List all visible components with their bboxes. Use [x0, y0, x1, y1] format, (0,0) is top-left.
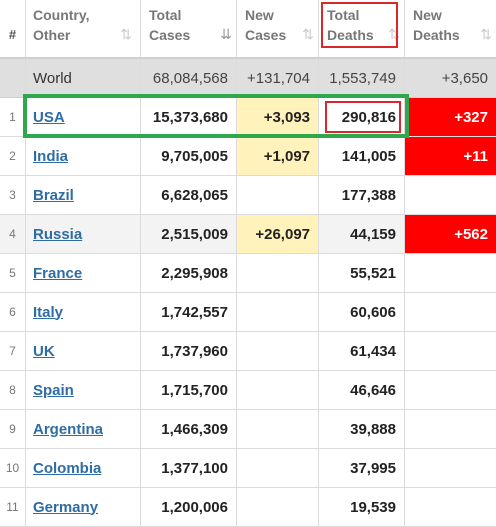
- new-deaths-cell: +11: [405, 137, 496, 175]
- usa-row-highlight: [23, 94, 409, 138]
- country-link[interactable]: UK: [33, 342, 55, 360]
- row-rank: 9: [0, 410, 26, 448]
- new-cases-cell: [237, 371, 319, 409]
- table-row: 7 UK 1,737,960 61,434: [0, 332, 496, 371]
- table-row: 10 Colombia 1,377,100 37,995: [0, 449, 496, 488]
- total-cases-cell: 1,715,700: [141, 371, 237, 409]
- table-row: 5 France 2,295,908 55,521: [0, 254, 496, 293]
- row-rank: 11: [0, 488, 26, 526]
- row-rank: 8: [0, 371, 26, 409]
- country-link[interactable]: Brazil: [33, 186, 74, 204]
- total-cases-cell: 2,515,009: [141, 215, 237, 253]
- total-deaths-cell: 55,521: [319, 254, 405, 292]
- new-deaths-cell: [405, 371, 496, 409]
- total-deaths-cell: 290,816: [319, 98, 405, 136]
- new-deaths-cell: [405, 332, 496, 370]
- country-link[interactable]: USA: [33, 108, 65, 126]
- total-deaths-cell: 61,434: [319, 332, 405, 370]
- table-row: 9 Argentina 1,466,309 39,888: [0, 410, 496, 449]
- country-link[interactable]: Germany: [33, 498, 99, 516]
- table-row: 6 Italy 1,742,557 60,606: [0, 293, 496, 332]
- total-deaths-cell: 177,388: [319, 176, 405, 214]
- new-cases-cell: [237, 176, 319, 214]
- new-cases-cell: [237, 488, 319, 526]
- country-link[interactable]: India: [33, 147, 69, 165]
- country-link[interactable]: Colombia: [33, 459, 102, 477]
- row-rank: 3: [0, 176, 26, 214]
- total-deaths-cell: 60,606: [319, 293, 405, 331]
- row-rank: 2: [0, 137, 26, 175]
- total-cases-cell: 9,705,005: [141, 137, 237, 175]
- new-deaths-cell: +327: [405, 98, 496, 136]
- new-cases-cell: [237, 254, 319, 292]
- row-rank: 7: [0, 332, 26, 370]
- total-cases-cell: 6,628,065: [141, 176, 237, 214]
- header-new-cases[interactable]: New Cases ⇅: [237, 0, 319, 57]
- row-rank: 5: [0, 254, 26, 292]
- row-rank: 6: [0, 293, 26, 331]
- table-row: 8 Spain 1,715,700 46,646: [0, 371, 496, 410]
- new-cases-cell: +1,097: [237, 137, 319, 175]
- total-cases-cell: 2,295,908: [141, 254, 237, 292]
- country-link[interactable]: France: [33, 264, 83, 282]
- new-deaths-cell: [405, 176, 496, 214]
- total-cases-cell: 1,742,557: [141, 293, 237, 331]
- country-link[interactable]: Argentina: [33, 420, 104, 438]
- header-country[interactable]: Country, Other ⇅: [26, 0, 141, 57]
- total-deaths-cell: 44,159: [319, 215, 405, 253]
- new-deaths-cell: [405, 410, 496, 448]
- header-new-deaths[interactable]: New Deaths ⇅: [413, 7, 492, 43]
- country-link[interactable]: Russia: [33, 225, 83, 243]
- country-link[interactable]: Italy: [33, 303, 64, 321]
- row-rank: 4: [0, 215, 26, 253]
- row-rank: 10: [0, 449, 26, 487]
- sort-icon[interactable]: ⇅: [480, 26, 492, 42]
- table-row: 3 Brazil 6,628,065 177,388: [0, 176, 496, 215]
- new-cases-cell: [237, 332, 319, 370]
- header-total-cases[interactable]: Total Cases ⇊: [141, 0, 237, 57]
- new-cases-cell: +26,097: [237, 215, 319, 253]
- sort-icon[interactable]: ⇅: [388, 26, 400, 42]
- table-row: 11 Germany 1,200,006 19,539: [0, 488, 496, 527]
- total-cases-cell: 1,200,006: [141, 488, 237, 526]
- world-new-cases: +131,704: [237, 59, 319, 97]
- new-deaths-cell: [405, 254, 496, 292]
- world-label: World: [26, 59, 141, 97]
- sort-icon[interactable]: ⇅: [302, 26, 314, 42]
- total-deaths-cell: 46,646: [319, 371, 405, 409]
- world-new-deaths: +3,650: [441, 69, 488, 87]
- new-cases-cell: [237, 410, 319, 448]
- total-cases-cell: 1,737,960: [141, 332, 237, 370]
- new-cases-cell: [237, 449, 319, 487]
- total-deaths-header-highlight: [321, 2, 398, 48]
- new-deaths-cell: [405, 449, 496, 487]
- total-cases-cell: 1,377,100: [141, 449, 237, 487]
- table-row: 1 USA 15,373,680 +3,093 290,816 +327: [0, 98, 496, 137]
- total-deaths-cell: 37,995: [319, 449, 405, 487]
- total-deaths-cell: 141,005: [319, 137, 405, 175]
- world-total-cases: 68,084,568: [141, 59, 237, 97]
- country-link[interactable]: Spain: [33, 381, 74, 399]
- total-cases-cell: 1,466,309: [141, 410, 237, 448]
- new-cases-cell: +3,093: [237, 98, 319, 136]
- world-row: World 68,084,568 +131,704 1,553,749 +3,6…: [0, 59, 496, 98]
- sort-icon[interactable]: ⇅: [120, 26, 132, 42]
- new-deaths-cell: [405, 293, 496, 331]
- sort-desc-icon[interactable]: ⇊: [220, 26, 232, 42]
- new-deaths-cell: +562: [405, 215, 496, 253]
- world-total-deaths: 1,553,749: [319, 59, 405, 97]
- new-deaths-cell: [405, 488, 496, 526]
- total-deaths-cell: 19,539: [319, 488, 405, 526]
- total-deaths-cell: 39,888: [319, 410, 405, 448]
- usa-total-deaths-highlight: [325, 101, 401, 133]
- table-row: 4 Russia 2,515,009 +26,097 44,159 +562: [0, 215, 496, 254]
- total-cases-cell: 15,373,680: [141, 98, 237, 136]
- new-cases-cell: [237, 293, 319, 331]
- table-header: # Country, Other ⇅ Total Cases ⇊: [0, 0, 496, 59]
- table-row: 2 India 9,705,005 +1,097 141,005 +11: [0, 137, 496, 176]
- header-index: #: [0, 0, 26, 57]
- header-total-deaths[interactable]: Total Deaths ⇅: [319, 0, 405, 57]
